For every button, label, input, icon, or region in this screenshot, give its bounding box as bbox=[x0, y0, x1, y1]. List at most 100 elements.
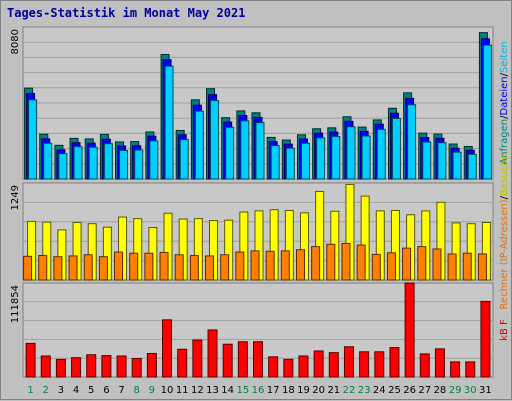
chart-title: Tages-Statistik im Monat May 2021 bbox=[7, 6, 246, 20]
bar-middle-2-day-26 bbox=[402, 247, 412, 281]
xtick-day-12: 12 bbox=[191, 385, 204, 396]
bar-top-3-day-14 bbox=[225, 126, 235, 180]
bar-top-3-day-10 bbox=[164, 65, 174, 180]
xtick-day-9: 9 bbox=[149, 385, 155, 396]
bar-middle-2-day-7 bbox=[114, 251, 124, 281]
bar-middle-2-day-27 bbox=[417, 246, 427, 281]
bar-bottom-1-day-19 bbox=[298, 355, 309, 378]
bar-top-3-day-15 bbox=[240, 120, 250, 180]
bar-bottom-1-day-24 bbox=[374, 351, 385, 378]
legend-separator: / bbox=[499, 195, 510, 199]
bar-top-3-day-26 bbox=[407, 104, 417, 180]
xtick-day-29: 29 bbox=[449, 385, 462, 396]
bar-middle-2-day-2 bbox=[38, 255, 48, 281]
bar-middle-2-day-29 bbox=[447, 253, 457, 281]
legend-label: Rechner (IP-Adressen) bbox=[499, 199, 510, 309]
bar-top-3-day-12 bbox=[194, 110, 204, 180]
bar-bottom-1-day-4 bbox=[71, 357, 82, 378]
bar-middle-2-day-19 bbox=[295, 249, 305, 281]
bar-top-3-day-9 bbox=[149, 140, 159, 180]
bar-top-3-day-25 bbox=[391, 117, 401, 180]
bar-middle-2-day-28 bbox=[432, 248, 442, 281]
xtick-day-6: 6 bbox=[103, 385, 109, 396]
bar-top-3-day-31 bbox=[482, 44, 492, 180]
xtick-day-28: 28 bbox=[434, 385, 447, 396]
bar-top-3-day-27 bbox=[422, 141, 432, 180]
legend-separator: / bbox=[499, 115, 510, 119]
bar-middle-2-day-3 bbox=[53, 256, 63, 281]
bar-bottom-1-day-9 bbox=[146, 352, 157, 378]
bar-bottom-1-day-29 bbox=[450, 361, 461, 378]
bar-middle-2-day-1 bbox=[23, 255, 33, 281]
bar-top-3-day-1 bbox=[28, 99, 38, 180]
bar-middle-2-day-21 bbox=[326, 243, 336, 281]
legend-label: kB F bbox=[499, 319, 510, 341]
xtick-day-14: 14 bbox=[221, 385, 234, 396]
xtick-day-25: 25 bbox=[388, 385, 401, 396]
bar-bottom-1-day-28 bbox=[434, 348, 445, 378]
bar-bottom-1-day-16 bbox=[253, 341, 263, 378]
bar-middle-2-day-24 bbox=[371, 253, 381, 281]
xtick-day-10: 10 bbox=[161, 385, 174, 396]
bar-bottom-1-day-2 bbox=[40, 355, 51, 378]
bar-middle-2-day-16 bbox=[250, 250, 260, 281]
bar-top-3-day-30 bbox=[467, 153, 477, 180]
xtick-day-30: 30 bbox=[464, 385, 477, 396]
xtick-day-7: 7 bbox=[118, 385, 124, 396]
xtick-day-11: 11 bbox=[176, 385, 189, 396]
xtick-day-13: 13 bbox=[206, 385, 219, 396]
bar-bottom-1-day-23 bbox=[359, 351, 370, 378]
bar-bottom-1-day-11 bbox=[177, 348, 188, 378]
bar-bottom-1-day-12 bbox=[192, 339, 203, 378]
bar-top-3-day-11 bbox=[179, 139, 189, 180]
bar-middle-2-day-22 bbox=[341, 242, 351, 281]
bar-bottom-1-day-22 bbox=[343, 346, 354, 378]
bar-top-3-day-19 bbox=[300, 142, 310, 180]
bar-middle-2-day-20 bbox=[311, 246, 321, 281]
bar-top-3-day-4 bbox=[73, 146, 83, 180]
bar-bottom-1-day-18 bbox=[283, 358, 294, 378]
bar-top-3-day-16 bbox=[255, 122, 265, 180]
legend-label: Anfragen bbox=[499, 119, 510, 165]
bar-middle-2-day-31 bbox=[477, 253, 487, 281]
bar-top-3-day-22 bbox=[346, 126, 356, 180]
xtick-day-17: 17 bbox=[267, 385, 280, 396]
xtick-day-15: 15 bbox=[236, 385, 249, 396]
bar-bottom-1-day-8 bbox=[131, 358, 142, 378]
xtick-day-2: 2 bbox=[43, 385, 49, 396]
bar-bottom-1-day-21 bbox=[328, 352, 339, 378]
bar-middle-2-day-13 bbox=[205, 255, 215, 281]
bar-bottom-1-day-14 bbox=[222, 343, 233, 378]
bar-bottom-1-day-26 bbox=[404, 282, 415, 378]
bar-middle-2-day-5 bbox=[83, 254, 93, 281]
bar-bottom-1-day-10 bbox=[162, 319, 173, 378]
bar-bottom-1-day-17 bbox=[268, 356, 279, 378]
bar-bottom-1-day-6 bbox=[101, 355, 112, 378]
legend-label: Dateien bbox=[499, 76, 510, 115]
xtick-day-23: 23 bbox=[358, 385, 371, 396]
bar-middle-2-day-23 bbox=[356, 244, 366, 281]
bar-top-3-day-5 bbox=[88, 146, 98, 180]
bar-top-3-day-20 bbox=[316, 137, 326, 180]
xtick-day-16: 16 bbox=[252, 385, 265, 396]
bar-top-3-day-6 bbox=[103, 143, 113, 180]
xtick-day-22: 22 bbox=[343, 385, 356, 396]
xtick-day-5: 5 bbox=[88, 385, 94, 396]
xtick-day-8: 8 bbox=[134, 385, 140, 396]
bar-bottom-1-day-15 bbox=[237, 341, 248, 378]
bar-middle-2-day-11 bbox=[174, 254, 184, 281]
bar-top-3-day-18 bbox=[285, 147, 295, 180]
bar-middle-2-day-9 bbox=[144, 252, 154, 281]
bar-top-3-day-29 bbox=[452, 151, 462, 180]
xtick-day-20: 20 bbox=[312, 385, 325, 396]
xtick-day-4: 4 bbox=[73, 385, 79, 396]
bar-bottom-1-day-3 bbox=[55, 358, 66, 378]
ytick-label-middle: 1249 bbox=[10, 185, 21, 210]
bar-top-3-day-21 bbox=[331, 136, 341, 180]
bar-middle-2-day-25 bbox=[386, 252, 396, 281]
legend-label: Seiten bbox=[499, 41, 510, 73]
xtick-day-21: 21 bbox=[327, 385, 340, 396]
bar-middle-2-day-4 bbox=[68, 255, 78, 281]
legend-separator: / bbox=[499, 72, 510, 76]
bar-bottom-1-day-27 bbox=[419, 353, 430, 378]
